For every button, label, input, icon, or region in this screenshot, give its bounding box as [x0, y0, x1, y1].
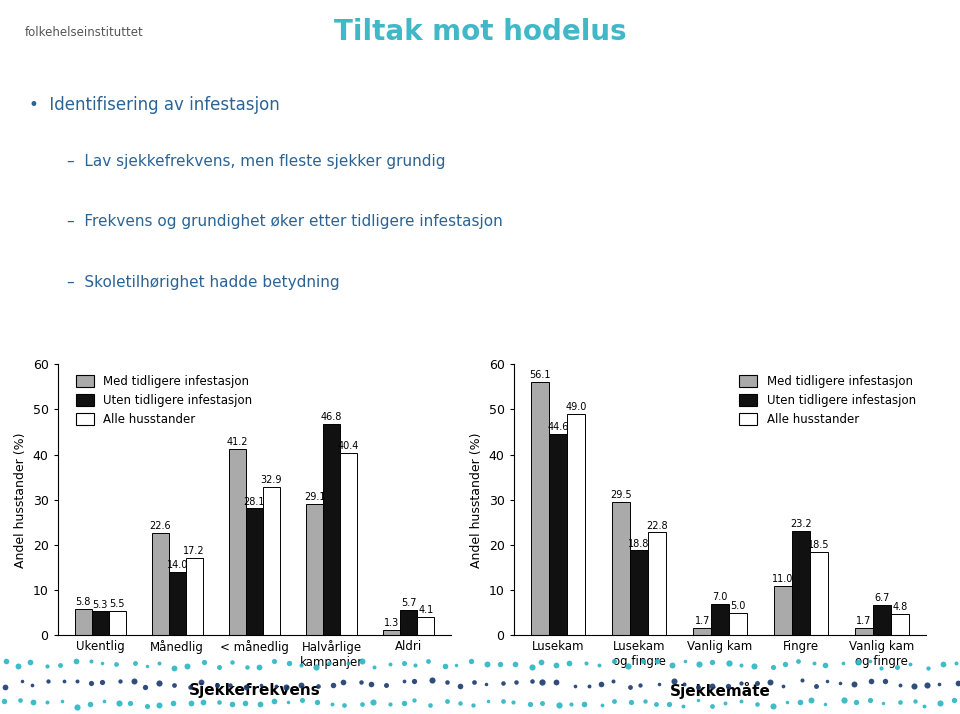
Text: 7.0: 7.0: [712, 592, 728, 602]
Bar: [306, 504, 324, 635]
Y-axis label: Andel husstander (%): Andel husstander (%): [14, 432, 27, 568]
Bar: [855, 628, 873, 635]
Text: 40.4: 40.4: [338, 441, 359, 451]
Text: 6.7: 6.7: [875, 593, 890, 603]
Bar: [729, 613, 747, 635]
Text: folkehelseinstituttet: folkehelseinstituttet: [25, 26, 143, 39]
Text: 4.1: 4.1: [419, 605, 433, 615]
Text: 17.2: 17.2: [183, 546, 205, 556]
Text: 46.8: 46.8: [321, 412, 343, 422]
Text: 1.7: 1.7: [694, 616, 709, 626]
Text: 23.2: 23.2: [790, 519, 812, 529]
Bar: [75, 609, 91, 635]
Bar: [693, 628, 711, 635]
Text: 18.8: 18.8: [629, 538, 650, 548]
Text: 22.8: 22.8: [646, 521, 667, 531]
Bar: [891, 614, 908, 635]
Text: 44.6: 44.6: [547, 422, 569, 432]
Text: 1.3: 1.3: [384, 618, 399, 628]
Bar: [418, 617, 434, 635]
Text: –  Lav sjekkefrekvens, men fleste sjekker grundig: – Lav sjekkefrekvens, men fleste sjekker…: [67, 154, 445, 169]
Text: 49.0: 49.0: [565, 402, 587, 412]
Bar: [612, 502, 630, 635]
Bar: [792, 531, 810, 635]
Text: 5.8: 5.8: [76, 598, 91, 608]
Text: •  Identifisering av infestasjon: • Identifisering av infestasjon: [29, 96, 279, 114]
Text: 5.3: 5.3: [92, 600, 108, 610]
Text: 28.1: 28.1: [244, 496, 265, 507]
Text: 32.9: 32.9: [260, 475, 282, 485]
X-axis label: Sjekkemåte: Sjekkemåte: [669, 682, 771, 699]
Bar: [228, 449, 246, 635]
Text: 56.1: 56.1: [530, 370, 551, 380]
Text: 22.6: 22.6: [150, 521, 171, 531]
Text: 5.7: 5.7: [401, 598, 417, 608]
Bar: [108, 610, 126, 635]
Bar: [263, 487, 280, 635]
Bar: [567, 414, 585, 635]
Bar: [630, 550, 648, 635]
Bar: [873, 605, 891, 635]
Bar: [324, 424, 340, 635]
Legend: Med tidligere infestasjon, Uten tidligere infestasjon, Alle husstander: Med tidligere infestasjon, Uten tidliger…: [734, 370, 921, 431]
Bar: [648, 533, 666, 635]
Text: 14.0: 14.0: [166, 560, 188, 570]
Text: 1.7: 1.7: [856, 616, 872, 626]
Bar: [152, 533, 169, 635]
Text: 11.0: 11.0: [773, 574, 794, 584]
Text: 5.5: 5.5: [109, 599, 125, 609]
Y-axis label: Andel husstander (%): Andel husstander (%): [470, 432, 483, 568]
Bar: [774, 585, 792, 635]
Text: –  Skoletilhørighet hadde betydning: – Skoletilhørighet hadde betydning: [67, 275, 340, 290]
Bar: [400, 610, 418, 635]
Bar: [810, 552, 828, 635]
Bar: [246, 508, 263, 635]
Text: 18.5: 18.5: [808, 540, 829, 550]
Legend: Med tidligere infestasjon, Uten tidligere infestasjon, Alle husstander: Med tidligere infestasjon, Uten tidliger…: [71, 370, 257, 431]
Bar: [91, 611, 108, 635]
Bar: [340, 453, 357, 635]
Text: 4.8: 4.8: [892, 602, 907, 612]
Bar: [711, 604, 729, 635]
Text: Tiltak mot hodelus: Tiltak mot hodelus: [334, 18, 626, 46]
Text: 41.2: 41.2: [227, 438, 249, 448]
Bar: [185, 558, 203, 635]
Bar: [549, 434, 567, 635]
X-axis label: Sjekkefrekvens: Sjekkefrekvens: [188, 683, 321, 698]
Text: –  Frekvens og grundighet øker etter tidligere infestasjon: – Frekvens og grundighet øker etter tidl…: [67, 214, 503, 229]
Text: 5.0: 5.0: [731, 601, 746, 611]
Text: 29.5: 29.5: [611, 491, 632, 501]
Text: 29.1: 29.1: [304, 492, 325, 502]
Bar: [169, 572, 185, 635]
Bar: [532, 382, 549, 635]
Bar: [383, 630, 400, 635]
